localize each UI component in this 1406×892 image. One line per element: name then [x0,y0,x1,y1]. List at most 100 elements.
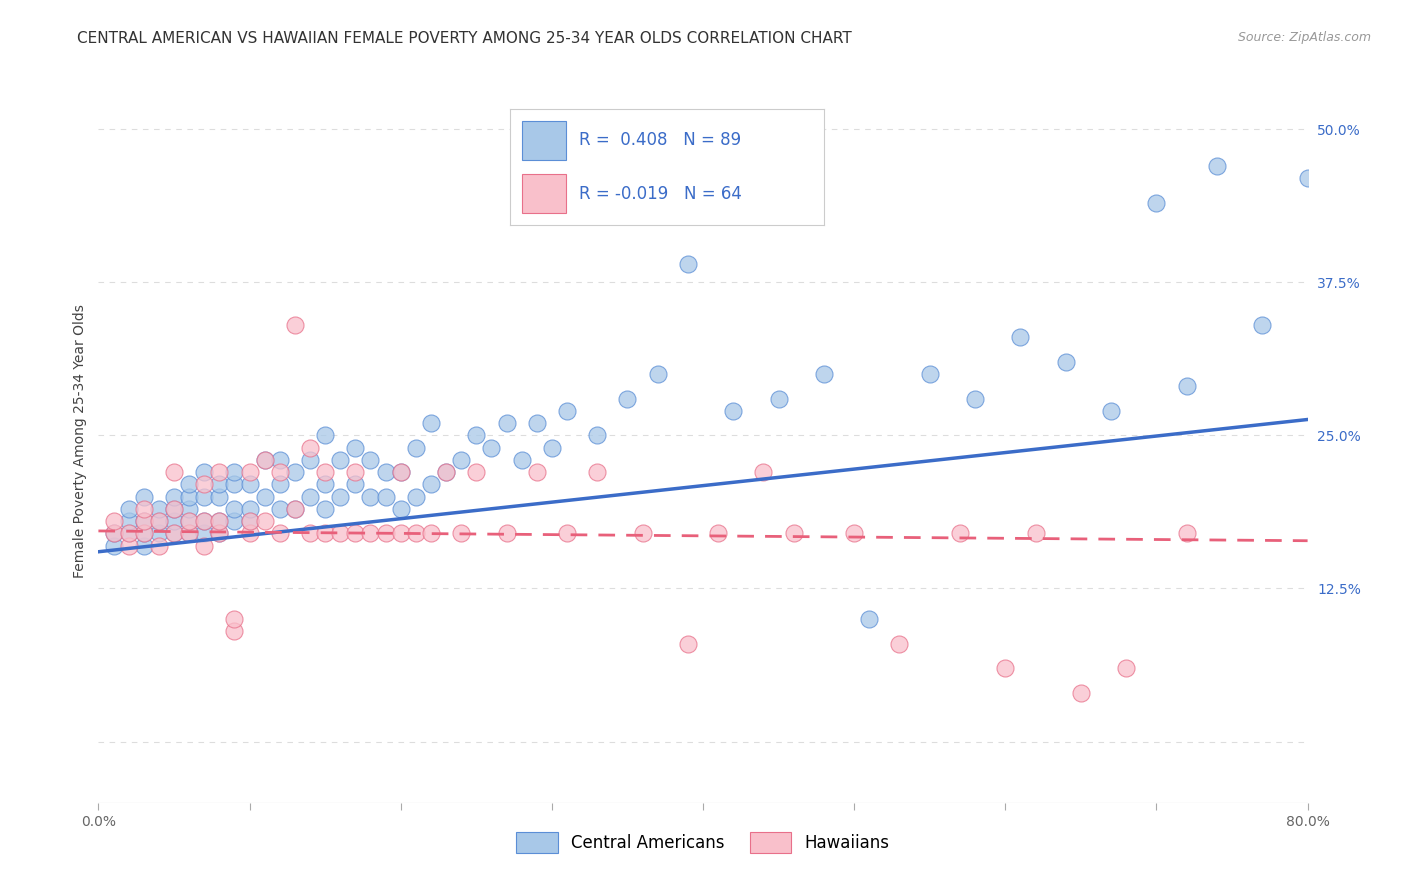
Central Americans [647,367,669,381]
Hawaiians [253,453,276,467]
Central Americans [299,490,322,504]
Central Americans [179,490,201,504]
Central Americans [132,526,155,541]
Central Americans [344,477,367,491]
Central Americans [329,490,352,504]
Central Americans [148,502,170,516]
Hawaiians [179,526,201,541]
Hawaiians [450,526,472,541]
Central Americans [374,490,396,504]
Central Americans [420,477,443,491]
Hawaiians [360,526,382,541]
Central Americans [1175,379,1198,393]
Central Americans [103,539,125,553]
Central Americans [1206,159,1229,173]
Central Americans [132,490,155,504]
Central Americans [224,502,246,516]
Hawaiians [118,526,141,541]
Hawaiians [132,514,155,528]
Hawaiians [314,465,336,479]
Hawaiians [329,526,352,541]
Central Americans [118,526,141,541]
Central Americans [344,441,367,455]
Hawaiians [344,526,367,541]
Hawaiians [132,526,155,541]
Central Americans [224,465,246,479]
Central Americans [481,441,503,455]
Central Americans [299,453,322,467]
Hawaiians [994,661,1017,675]
Hawaiians [103,526,125,541]
Central Americans [314,502,336,516]
Central Americans [1144,195,1167,210]
Hawaiians [239,465,262,479]
Central Americans [314,477,336,491]
Central Americans [918,367,941,381]
Central Americans [208,477,231,491]
Hawaiians [889,637,911,651]
Central Americans [1251,318,1274,333]
Hawaiians [752,465,775,479]
Central Americans [163,514,186,528]
Hawaiians [495,526,517,541]
Hawaiians [1175,526,1198,541]
Central Americans [193,514,215,528]
Central Americans [858,612,880,626]
Central Americans [132,539,155,553]
Central Americans [1010,330,1032,344]
Hawaiians [420,526,443,541]
Hawaiians [465,465,488,479]
Hawaiians [707,526,730,541]
Hawaiians [239,526,262,541]
Central Americans [284,502,307,516]
Hawaiians [163,526,186,541]
Hawaiians [253,514,276,528]
Central Americans [224,477,246,491]
Hawaiians [193,514,215,528]
Central Americans [148,526,170,541]
Central Americans [555,404,578,418]
Central Americans [495,416,517,430]
Central Americans [676,257,699,271]
Central Americans [239,477,262,491]
Central Americans [193,465,215,479]
Hawaiians [434,465,457,479]
Central Americans [239,514,262,528]
Central Americans [450,453,472,467]
Hawaiians [163,465,186,479]
Hawaiians [374,526,396,541]
Central Americans [586,428,609,442]
Central Americans [389,465,412,479]
Central Americans [389,502,412,516]
Hawaiians [314,526,336,541]
Hawaiians [118,539,141,553]
Central Americans [253,453,276,467]
Central Americans [253,490,276,504]
Central Americans [193,490,215,504]
Central Americans [1296,171,1319,186]
Hawaiians [269,465,291,479]
Central Americans [465,428,488,442]
Hawaiians [676,637,699,651]
Central Americans [163,490,186,504]
Hawaiians [132,502,155,516]
Central Americans [405,490,427,504]
Hawaiians [103,514,125,528]
Hawaiians [193,539,215,553]
Hawaiians [239,514,262,528]
Hawaiians [179,514,201,528]
Hawaiians [148,514,170,528]
Central Americans [163,502,186,516]
Hawaiians [269,526,291,541]
Central Americans [813,367,835,381]
Central Americans [269,502,291,516]
Central Americans [148,514,170,528]
Hawaiians [1024,526,1046,541]
Central Americans [1099,404,1122,418]
Text: CENTRAL AMERICAN VS HAWAIIAN FEMALE POVERTY AMONG 25-34 YEAR OLDS CORRELATION CH: CENTRAL AMERICAN VS HAWAIIAN FEMALE POVE… [77,31,852,46]
Central Americans [103,526,125,541]
Central Americans [510,453,533,467]
Central Americans [118,514,141,528]
Central Americans [1054,355,1077,369]
Central Americans [965,392,987,406]
